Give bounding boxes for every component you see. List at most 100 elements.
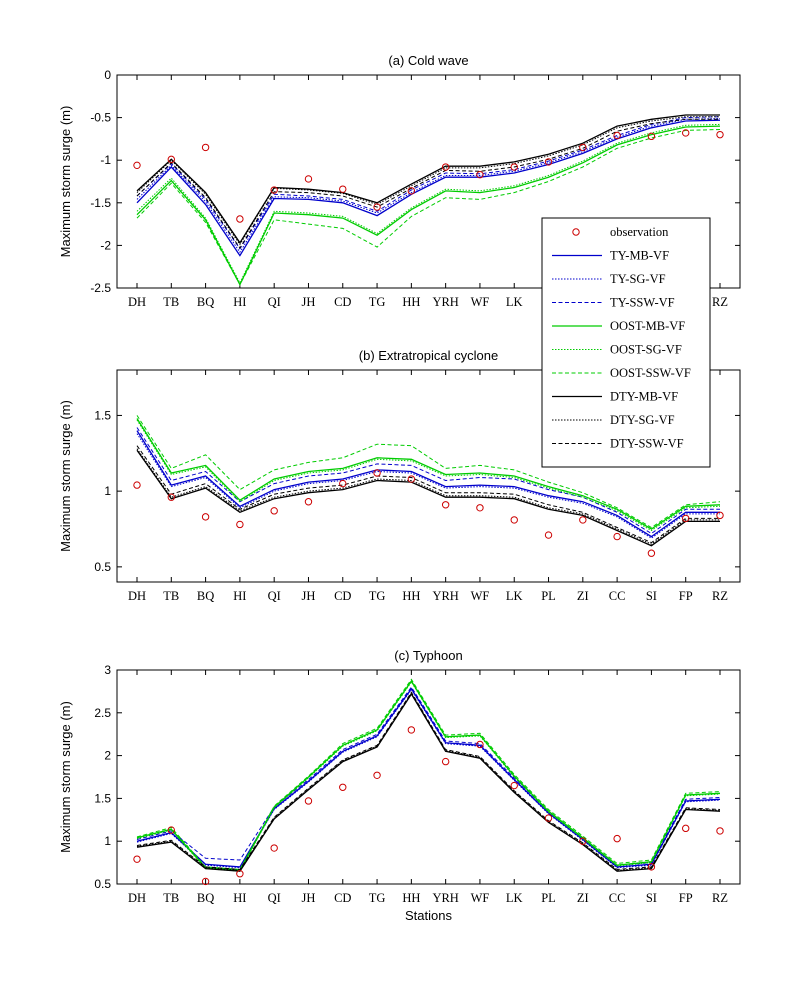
y-tick-label: -2.5 <box>90 281 111 295</box>
observation-point-si <box>647 549 656 557</box>
x-tick-label-fp: FP <box>679 891 693 905</box>
series-line-dty-sg-vf <box>136 692 721 871</box>
panel-title: (c) Typhoon <box>394 648 462 663</box>
observation-point-fp <box>682 129 690 137</box>
x-tick-label-wf: WF <box>471 589 490 603</box>
x-tick-label-tb: TB <box>163 891 179 905</box>
observation-point-jh <box>304 498 313 506</box>
observation-point-dh <box>133 481 141 489</box>
x-tick-label-qi: QI <box>268 589 281 603</box>
x-tick-label-bq: BQ <box>197 589 214 603</box>
observation-point-bq <box>201 143 210 152</box>
y-tick-label: 3 <box>104 663 111 677</box>
legend-label-oost-mb-vf: OOST-MB-VF <box>610 319 685 333</box>
observation-point-lk <box>510 516 518 524</box>
x-tick-label-lk: LK <box>506 295 523 309</box>
observation-point-hh <box>407 475 416 483</box>
x-tick-label-dh: DH <box>128 891 146 905</box>
series-line-dty-mb-vf <box>136 692 721 872</box>
x-tick-label-tb: TB <box>163 295 179 309</box>
observation-point-pl <box>544 531 553 539</box>
observation-point-lk <box>510 163 518 171</box>
legend-label-ty-ssw-vf: TY-SSW-VF <box>610 296 675 310</box>
x-tick-label-hh: HH <box>402 891 420 905</box>
y-tick-label: 2.5 <box>94 706 111 720</box>
x-tick-label-cd: CD <box>334 891 351 905</box>
series-group <box>136 678 721 872</box>
observation-point-yrh <box>441 501 450 509</box>
y-tick-label: -2 <box>100 238 111 252</box>
plot-frame <box>116 369 741 583</box>
observation-point-si <box>647 132 656 141</box>
x-tick-label-lk: LK <box>506 589 523 603</box>
observation-point-hi <box>236 870 244 878</box>
observation-point-cc <box>613 532 621 541</box>
y-tick-label: 1 <box>104 834 111 848</box>
x-tick-label-dh: DH <box>128 589 146 603</box>
observation-point-zi <box>579 143 587 152</box>
observation-point-tg <box>373 771 381 779</box>
y-tick-label: 2 <box>104 749 111 763</box>
x-tick-label-si: SI <box>646 589 657 603</box>
x-tick-label-jh: JH <box>302 891 316 905</box>
x-tick-label-zi: ZI <box>577 891 589 905</box>
y-tick-label: -1.5 <box>90 196 111 210</box>
x-tick-label-fp: FP <box>679 589 693 603</box>
x-tick-label-hi: HI <box>233 295 246 309</box>
x-tick-label-tg: TG <box>369 891 386 905</box>
x-tick-label-rz: RZ <box>712 891 728 905</box>
series-line-oost-ssw-vf <box>136 415 721 529</box>
x-tick-label-bq: BQ <box>197 891 214 905</box>
observation-point-dh <box>133 161 141 170</box>
x-tick-label-hh: HH <box>402 589 420 603</box>
x-tick-label-pl: PL <box>541 589 556 603</box>
observation-point-hi <box>236 215 244 223</box>
observation-point-tg <box>373 203 381 211</box>
legend-label-dty-mb-vf: DTY-MB-VF <box>610 390 678 404</box>
x-tick-label-zi: ZI <box>577 589 589 603</box>
observation-point-jh <box>304 797 313 805</box>
panel-title: (b) Extratropical cyclone <box>359 348 498 363</box>
observation-point-lk <box>510 781 518 790</box>
y-axis-label: Maximum storm surge (m) <box>58 106 73 258</box>
chart-panel-1: (b) Extratropical cyclone Maximum storm s… <box>58 348 741 603</box>
y-tick-label: 1 <box>104 484 111 498</box>
x-tick-label-pl: PL <box>541 891 556 905</box>
observation-point-tg <box>373 469 381 477</box>
y-tick-label: -1 <box>100 153 111 167</box>
legend-label-oost-ssw-vf: OOST-SSW-VF <box>610 366 691 380</box>
observation-point-qi <box>270 507 278 515</box>
observation-point-bq <box>201 877 210 886</box>
observation-point-jh <box>304 175 313 183</box>
x-tick-label-dh: DH <box>128 295 146 309</box>
observation-point-pl <box>544 158 553 166</box>
observation-point-si <box>647 863 656 871</box>
x-tick-label-qi: QI <box>268 295 281 309</box>
x-tick-label-tg: TG <box>369 295 386 309</box>
x-tick-label-yrh: YRH <box>432 295 458 309</box>
x-tick-label-jh: JH <box>302 295 316 309</box>
observation-point-cc <box>613 131 621 140</box>
legend-label-ty-sg-vf: TY-SG-VF <box>610 272 666 286</box>
series-group <box>136 415 721 547</box>
x-tick-label-lk: LK <box>506 891 523 905</box>
y-tick-label: 1.5 <box>94 408 111 422</box>
observation-point-rz <box>716 827 724 835</box>
x-tick-label-tb: TB <box>163 589 179 603</box>
series-line-oost-ssw-vf <box>136 129 721 286</box>
plot-frame <box>116 669 741 885</box>
x-tick-label-hi: HI <box>233 891 246 905</box>
legend-label-ty-mb-vf: TY-MB-VF <box>610 249 669 263</box>
y-tick-label: -0.5 <box>90 111 111 125</box>
series-line-ty-ssw-vf <box>136 686 721 866</box>
observation-point-pl <box>544 814 553 822</box>
panel-title: (a) Cold wave <box>388 53 468 68</box>
series-line-ty-ssw-vf <box>136 427 720 535</box>
x-tick-label-rz: RZ <box>712 589 728 603</box>
observation-point-rz <box>716 511 724 520</box>
y-tick-label: 0.5 <box>94 560 111 574</box>
legend-label-dty-sg-vf: DTY-SG-VF <box>610 413 675 427</box>
series-line-dty-sg-vf <box>136 116 720 246</box>
series-line-oost-sg-vf <box>136 419 721 532</box>
